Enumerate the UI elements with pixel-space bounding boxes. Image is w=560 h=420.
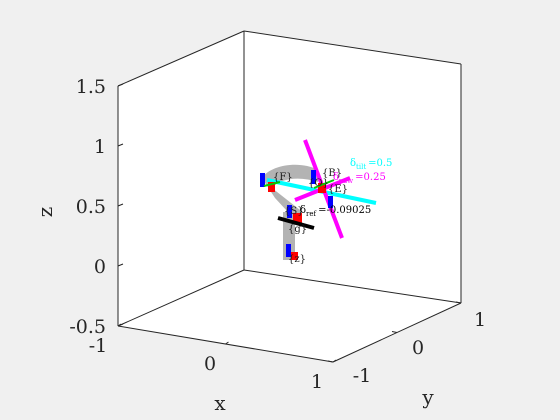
z-tick-label: 0.5 xyxy=(76,196,106,218)
y-tick-label: -1 xyxy=(353,365,372,387)
z-axis-label: z xyxy=(33,207,57,218)
z-tick-mark xyxy=(117,83,124,87)
y-axis-ticks: -1 0 1 xyxy=(327,301,486,387)
floor-pane xyxy=(118,270,461,362)
frame-label-o: {O} xyxy=(308,178,329,189)
x-tick-mark xyxy=(117,323,122,327)
tilt-annotation: δtilt =0.5 xyxy=(350,158,392,171)
y-axis-label: y xyxy=(421,385,434,409)
z-tick-mark xyxy=(117,203,124,207)
x-tick-label: 1 xyxy=(311,371,323,393)
frame-label-b: {B} xyxy=(322,168,342,179)
frame-label-f: {F} xyxy=(273,172,293,183)
back-pane-left xyxy=(118,31,244,326)
coordinate-frames xyxy=(260,170,335,260)
z-tick-label: 1.5 xyxy=(76,76,106,98)
x-tick-mark xyxy=(225,341,229,345)
y-tick-mark xyxy=(391,331,398,333)
y-tick-mark xyxy=(455,301,462,304)
z-axis-ticks: -0.5 0 0.5 1 1.5 xyxy=(69,76,124,338)
ref-annotation: δref =-0.09025 xyxy=(300,205,371,218)
yaw-annotation: δyaw =0.25 xyxy=(333,172,386,185)
x-axis-label: x xyxy=(214,391,226,415)
z-tick-label: 1 xyxy=(94,136,106,158)
z-tick-mark xyxy=(117,143,124,147)
z-tick-mark xyxy=(117,263,124,267)
frame-label-z: {z} xyxy=(288,254,306,265)
z-tick-label: -0.5 xyxy=(69,316,106,338)
frame-label-s: {S} xyxy=(284,206,304,217)
y-tick-label: 0 xyxy=(412,337,424,359)
back-pane-right xyxy=(244,31,461,303)
y-tick-mark xyxy=(327,360,334,363)
x-axis-ticks: -1 0 1 xyxy=(89,323,337,393)
x-tick-label: 0 xyxy=(204,353,216,375)
frame-label-e: {E} xyxy=(328,184,348,195)
frame-labels: {F} {B} {E} {g} {S} {O} {z} xyxy=(273,168,348,265)
z-tick-label: 0 xyxy=(94,256,106,278)
x-tick-mark xyxy=(332,359,337,363)
x-tick-label: -1 xyxy=(89,335,108,357)
y-tick-label: 1 xyxy=(474,309,486,331)
frame-label-g: {g} xyxy=(288,224,307,235)
